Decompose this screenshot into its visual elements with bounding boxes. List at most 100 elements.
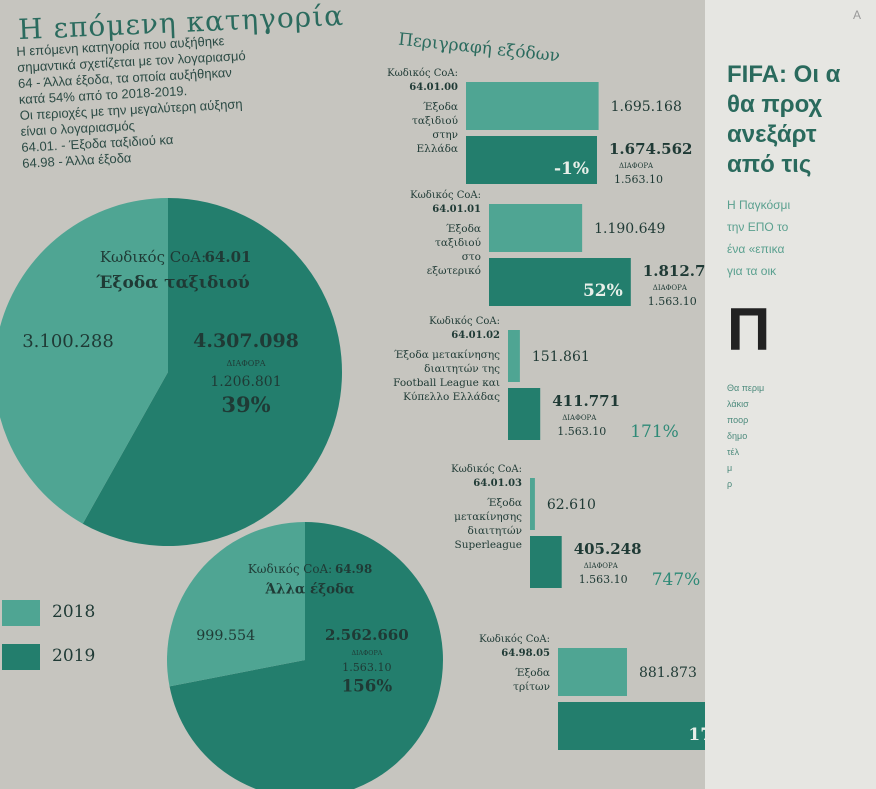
bar-group-64.01.01: Κωδικός CoA: 64.01.01 Έξοδα ταξιδιού στο εξωτ… [410,190,726,308]
pie-value-2019: 4.307.098 [193,330,299,352]
bar-desc-line: Έξοδα μετακίνησης [394,348,500,361]
bar-diff-label: ΔΙΑΦΟΡΑ [653,284,688,292]
bar-pct: -1% [554,159,589,179]
pie-slice-2019 [169,522,443,789]
pie-slice-2018 [167,522,305,687]
bar-desc-line: εξωτερικό [427,265,481,277]
legend-swatch-2019 [2,644,40,670]
article-subtitle: Η Παγκόσμι την ΕΠΟ το ένα «επικα για τα οικ [727,194,876,282]
bar-2018 [489,204,583,252]
bar-value-2018: 1.190.649 [594,221,665,237]
bar-code-label: Κωδικός CoA: [479,634,550,645]
bar-code: 64.01.00 [409,82,458,93]
bar-code-label: Κωδικός CoA: [429,316,500,327]
article-tag: Α [853,8,862,22]
headline-line: ανεξάρτ [727,121,817,148]
pie-diff-value: 1.206.801 [210,374,281,390]
bar-value-2019: 411.771 [552,392,620,410]
body-line: μ [727,463,733,473]
bar-desc-line: Έξοδα [487,497,522,509]
bar-desc-line: Έξοδα [515,667,550,679]
bar-diff-label: ΔΙΑΦΟΡΑ [562,414,597,422]
bar-desc-line: διαιτητών της [424,363,500,375]
pie-diff-label: ΔΙΑΦΟΡΑ [227,359,266,368]
bar-desc-line: ταξιδιού [412,115,458,127]
bar-desc-line: Έξοδα [446,223,481,235]
pie-slice-2018 [0,198,168,524]
pie-name: Έξοδα ταξιδιού [95,273,250,293]
bar-2019 [466,136,597,184]
pie-code: 64.98 [335,562,372,576]
bar-value-2019: 405.248 [574,540,642,558]
bar-code: 64.98.05 [501,648,550,659]
body-line: τέλ [727,447,740,457]
subtitle-line: για τα οικ [727,264,777,278]
bar-value-2018: 62.610 [547,497,596,513]
body-line: λάκισ [727,399,749,409]
body-line: ποορ [727,415,749,425]
bar-2019 [489,258,631,306]
article-body: Θα περιμ λάκισ ποορ δημο τέλ μ ρ [727,380,876,492]
body-line: ρ [727,479,733,489]
pie-slice-2019 [82,198,342,546]
bar-code: 64.01.03 [473,478,522,489]
bar-diff-value: 1.563.10 [648,295,697,308]
legend-label-2018: 2018 [52,602,96,622]
pie-value-2018: 3.100.288 [22,331,114,352]
bar-value-2018: 151.861 [532,349,590,365]
body-line: δημο [727,431,748,441]
pie-diff-label: ΔΙΑΦΟΡΑ [351,650,382,657]
pie-name: Άλλα έξοδα [265,581,356,597]
bar-2019 [508,388,541,440]
bar-pct: 747% [652,570,701,590]
bar-desc-line: Κύπελλο Ελλάδας [403,391,500,403]
pie-labels: Κωδικός CoA: 64.98 Άλλα έξοδα 999.554 2.562.… [196,562,409,696]
bar-diff-label: ΔΙΑΦΟΡΑ [584,562,619,570]
bar-pct: 171% [630,422,679,442]
bar-value-2018: 1.695.168 [611,99,682,115]
bar-desc-line: Superleague [455,539,522,551]
pie-diff-value: 1.563.10 [342,661,391,674]
bar-desc-line: διαιτητών [468,525,523,537]
bar-2018 [530,478,535,530]
bar-2018 [558,648,627,696]
bar-group-64.01.00: Κωδικός CoA: 64.01.00 Έξοδα ταξιδιού στην Ελλ… [387,68,692,186]
subtitle-line: Η Παγκόσμι [727,198,791,212]
bar-desc-line: Έξοδα [423,101,458,113]
pie-labels: Κωδικός CoA:64.01 Έξοδα ταξιδιού 3.100.288… [22,248,299,417]
article-drop-cap: Π [727,296,771,363]
legend-item-2018: 2018 [0,598,120,634]
bar-code-label: Κωδικός CoA: [451,464,522,475]
article-headline: FIFA: Οι α θα προχ ανεξάρτ από τις [727,60,876,180]
bar-2018 [508,330,520,382]
bar-value-2019: 1.674.562 [609,140,693,158]
bar-desc-line: μετακίνησης [454,510,522,523]
legend-label-2019: 2019 [52,646,96,666]
bar-group-64.01.02: Κωδικός CoA: 64.01.02 Έξοδα μετακίνησης δια… [393,316,679,442]
bar-pct: 52% [583,281,623,301]
pie-value-2018: 999.554 [196,628,255,644]
bar-2018 [466,82,599,130]
bar-code-label: Κωδικός CoA: [410,190,481,201]
pie-pct: 39% [221,392,270,417]
adjacent-article: Α FIFA: Οι α θα προχ ανεξάρτ από τις Η Παγκ… [705,0,876,789]
pie-code-label: Κωδικός CoA: [248,562,332,576]
body-line: Θα περιμ [727,383,765,393]
bar-diff-label: ΔΙΑΦΟΡΑ [619,162,654,170]
bar-value-2018: 881.873 [639,665,697,681]
subtitle-line: την ΕΠΟ το [727,220,789,234]
bar-code: 64.01.01 [432,204,481,215]
pie-code-label: Κωδικός CoA: [100,248,206,266]
subtitle-line: ένα «επικα [727,242,785,256]
bar-desc-line: Ελλάδα [417,143,458,155]
bar-diff-value: 1.563.10 [614,173,663,186]
headline-line: FIFA: Οι α [727,61,841,88]
legend-item-2019: 2019 [0,642,120,678]
pie-code: 64.01 [205,248,252,266]
pie-value-2019: 2.562.660 [325,626,409,644]
bar-desc-line: Football League και [393,377,500,389]
legend-swatch-2018 [2,600,40,626]
bar-desc-line: τρίτων [513,680,550,693]
